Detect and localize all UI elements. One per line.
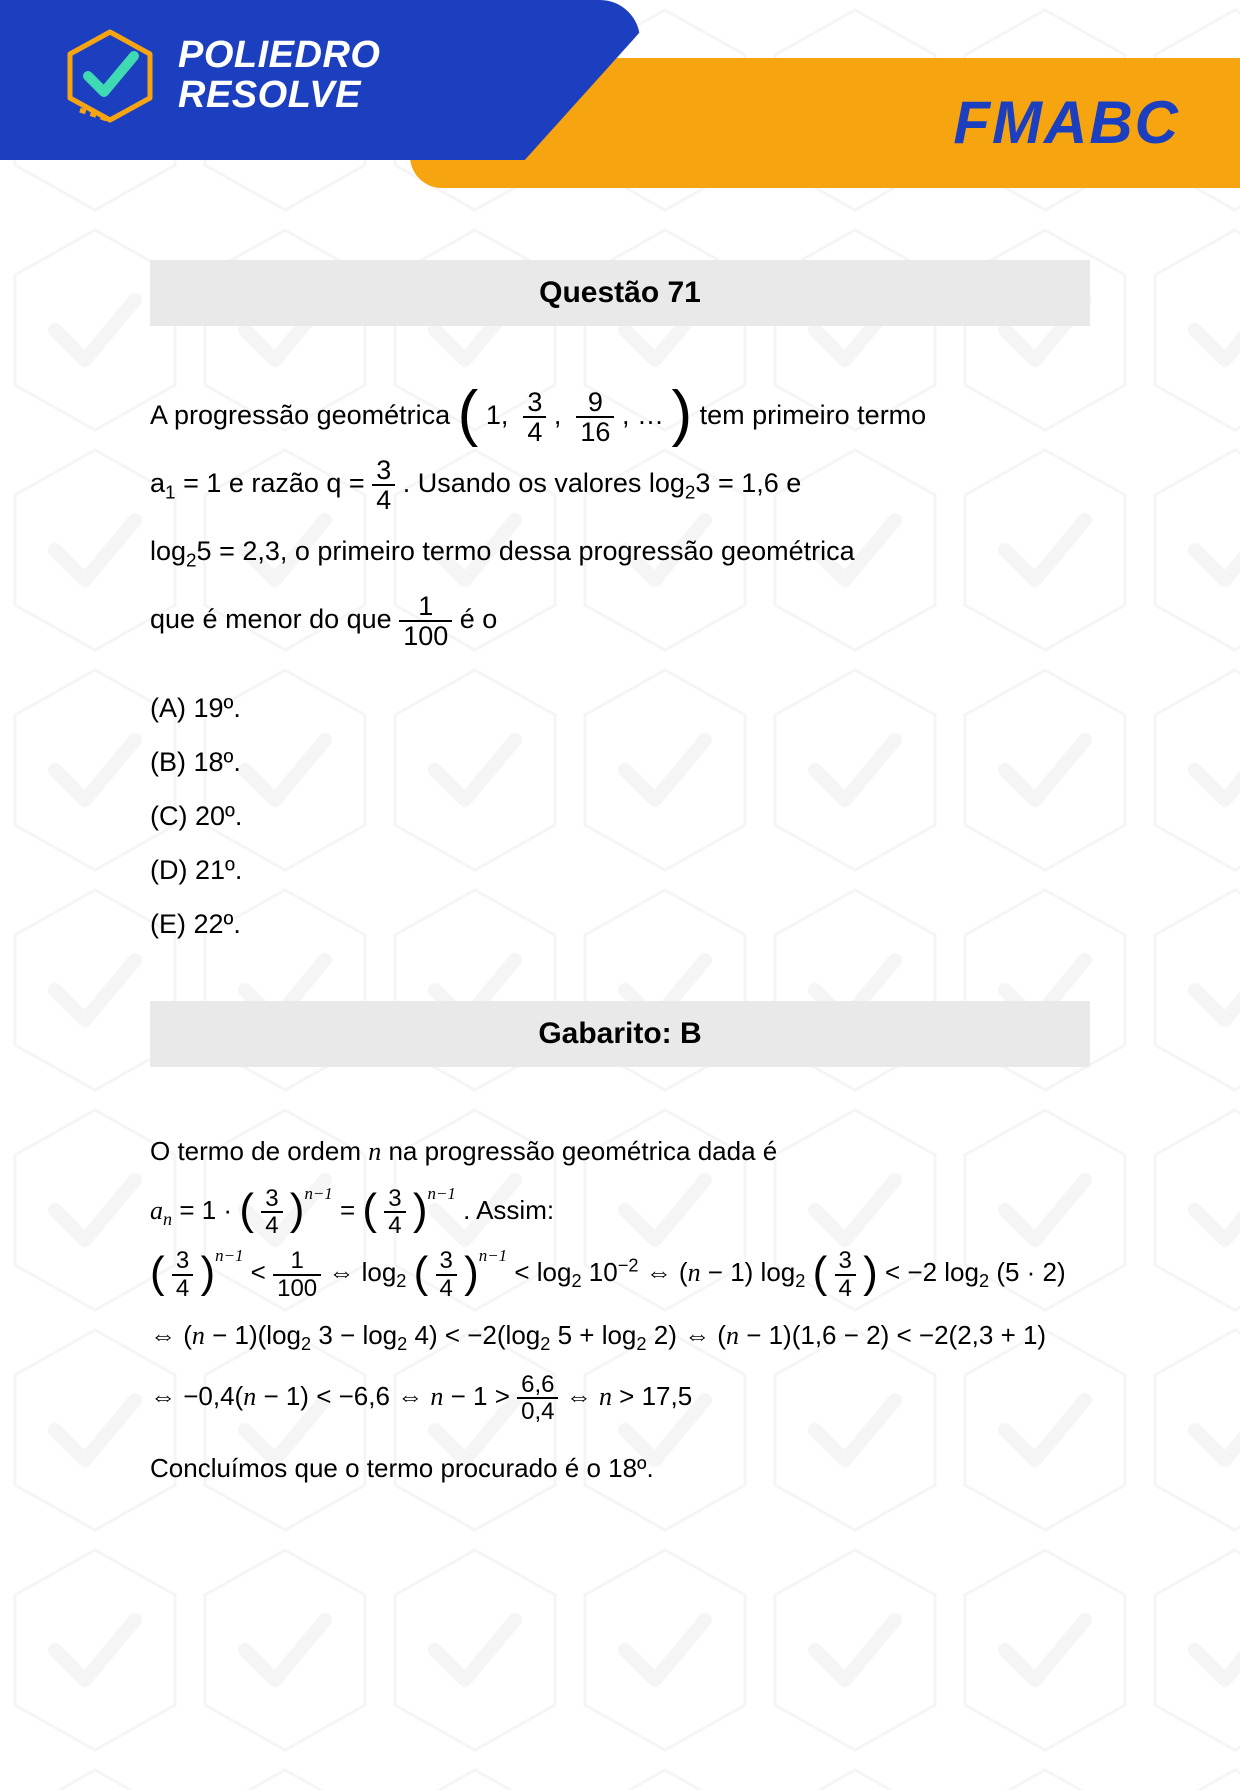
paren-open-icon: ( [150,1248,165,1297]
option-e: (E) 22º. [150,897,1090,951]
frac-threshold: 1100 [399,592,452,651]
paren-open-icon: ( [813,1248,828,1297]
paren-open-icon: ( [414,1248,429,1297]
solution-step4: ⇔ −0,4(n − 1) < −6,6 ⇔ n − 1 > 6,60,4 ⇔ … [150,1372,1090,1424]
frac-3-4: 34 [523,388,546,447]
option-a: (A) 19º. [150,681,1090,735]
text: tem primeiro termo [700,400,927,430]
text: ⇔ log2 [328,1257,413,1287]
paren-open-icon: ( [239,1185,254,1234]
paren-close-icon: ) [290,1185,305,1234]
brand-logo: POLIEDRO RESOLVE [60,26,380,126]
question-body: A progressão geométrica ( 1, 34 , 916 , … [150,386,1090,951]
frac: 1100 [273,1248,321,1300]
hex-check-icon [60,26,160,126]
exam-name: FMABC [953,88,1180,157]
text: . Usando os valores log [403,468,685,498]
text: < [251,1257,273,1287]
content: Questão 71 A progressão geométrica ( 1, … [150,260,1090,1493]
text: na progressão geométrica dada é [388,1136,777,1166]
an: an [150,1196,172,1225]
paren-close-icon: ) [200,1248,215,1297]
header: POLIEDRO RESOLVE FMABC [0,0,1240,200]
text: a1 [150,468,176,498]
frac: 34 [835,1248,856,1300]
paren-open-icon: ( [458,379,479,448]
paren-close-icon: ) [671,379,692,448]
option-d: (D) 21º. [150,843,1090,897]
solution-intro: O termo de ordem n na progressão geométr… [150,1127,1090,1176]
exp: n−1 [428,1184,456,1203]
exp: n−1 [215,1246,243,1265]
brand-text: POLIEDRO RESOLVE [178,36,380,116]
exp: n−1 [479,1246,507,1265]
text: = 1 · [179,1195,239,1225]
frac-9-16: 916 [576,388,614,447]
text: = 1 e razão q = [183,468,372,498]
text: . Assim: [463,1195,554,1225]
solution-step3: ⇔ (n − 1)(log2 3 − log2 4) < −2(log2 5 +… [150,1311,1090,1362]
text: 5 = 2,3, o primeiro termo dessa progress… [197,536,855,566]
text: ⇔ −0,4(n − 1) < −6,6 ⇔ n − 1 > [150,1381,517,1411]
frac-ratio: 34 [372,456,395,515]
frac: 6,60,4 [517,1372,558,1424]
question-line3: log25 = 2,3, o primeiro termo dessa prog… [150,522,1090,582]
text: < log2 10−2 ⇔ (n − 1) log2 [514,1257,812,1287]
answer-title: Gabarito: B [150,1001,1090,1067]
option-c: (C) 20º. [150,789,1090,843]
solution-conclusion: Concluímos que o termo procurado é o 18º… [150,1444,1090,1493]
question-title: Questão 71 [150,260,1090,326]
text: = [340,1195,362,1225]
solution-body: O termo de ordem n na progressão geométr… [150,1127,1090,1494]
frac: 34 [436,1248,457,1300]
solution-an: an = 1 · ( 34 )n−1 = ( 34 )n−1 . Assim: [150,1186,1090,1238]
text: ⇔ n > 17,5 [566,1381,692,1411]
exp: n−1 [304,1184,332,1203]
paren-open-icon: ( [362,1185,377,1234]
text: 3 = 1,6 e [695,468,801,498]
text: < −2 log2 (5 · 2) [885,1257,1066,1287]
question-line2: a1 = 1 e razão q = 34 . Usando os valore… [150,454,1090,514]
frac: 34 [261,1186,282,1238]
question-line1: A progressão geométrica ( 1, 34 , 916 , … [150,386,1090,446]
question-line4: que é menor do que 1100 é o [150,590,1090,650]
paren-close-icon: ) [464,1248,479,1297]
text: que é menor do que [150,604,399,634]
text: A progressão geométrica [150,400,458,430]
brand-line2: RESOLVE [178,76,380,116]
brand-line1: POLIEDRO [178,36,380,76]
paren-close-icon: ) [863,1248,878,1297]
text: O termo de ordem [150,1136,368,1166]
solution-step2: ( 34 )n−1 < 1100 ⇔ log2 ( 34 )n−1 < log2… [150,1248,1090,1300]
text: ⇔ (n − 1)(log2 3 − log2 4) < −2(log2 5 +… [150,1320,1046,1350]
text: é o [460,604,498,634]
paren-close-icon: ) [413,1185,428,1234]
frac: 34 [384,1186,405,1238]
option-b: (B) 18º. [150,735,1090,789]
text: log [150,536,186,566]
options: (A) 19º. (B) 18º. (C) 20º. (D) 21º. (E) … [150,681,1090,951]
var-n: n [368,1137,381,1166]
frac: 34 [172,1248,193,1300]
